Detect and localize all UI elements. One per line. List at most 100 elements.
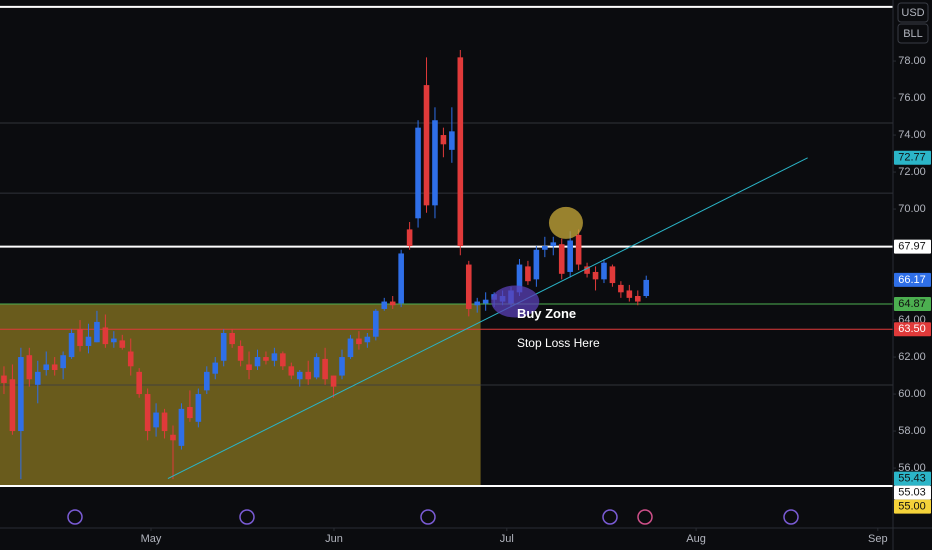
candle-body [558, 244, 565, 274]
x-tick-label: Jun [325, 533, 343, 545]
candle-body [339, 357, 345, 376]
candle-body [296, 371, 303, 380]
price-badge-label: 64.87 [898, 298, 926, 310]
y-tick-label: 70.00 [898, 203, 926, 215]
price-badge-label: 67.97 [898, 241, 926, 253]
candle-body [457, 57, 464, 247]
buy-zone [0, 303, 481, 487]
candle-body [347, 338, 354, 358]
y-tick-label: 60.00 [898, 388, 926, 400]
candle-body [127, 351, 134, 367]
candle-body [60, 355, 66, 369]
candle-body [203, 371, 210, 391]
event-icons [67, 509, 799, 525]
y-tick-label: 78.00 [898, 55, 926, 67]
candle-body [533, 249, 540, 280]
annotation: Stop Loss Here [517, 336, 600, 350]
candle-body [482, 299, 489, 304]
price-badge [894, 485, 931, 500]
candle-body [423, 85, 430, 206]
candle-body [18, 357, 24, 432]
candle-body [389, 301, 396, 306]
candle-body [542, 246, 548, 250]
candle-body [516, 264, 523, 293]
candle-body [111, 338, 117, 343]
candle-body [618, 284, 624, 293]
plot-area: Buy Zone Stop Loss Here [0, 5, 893, 488]
candle-body [643, 279, 650, 297]
event-icon[interactable] [67, 509, 83, 525]
candle-body [153, 412, 159, 428]
y-tick-label: 72.00 [898, 166, 926, 178]
candle-body [305, 371, 312, 380]
candle-body [474, 301, 481, 306]
candle-body [136, 371, 142, 395]
x-tick-label: Sep [868, 533, 888, 545]
event-icon[interactable] [602, 509, 618, 525]
y-tick-label: 74.00 [898, 129, 926, 141]
price-badge [894, 150, 931, 165]
candle-body [381, 301, 388, 309]
candle-body [77, 329, 83, 346]
event-icon[interactable] [420, 509, 436, 525]
event-icon[interactable] [239, 509, 255, 525]
trendline [167, 157, 808, 480]
price-badge [894, 272, 931, 287]
price-badge [894, 471, 931, 486]
candle-body [9, 379, 16, 432]
candle-body [634, 296, 641, 302]
event-icon[interactable] [637, 509, 653, 525]
candle-body [550, 242, 557, 247]
price-badge [894, 296, 931, 311]
candle-body [440, 135, 447, 145]
candle-body [1, 375, 7, 383]
candle-body [263, 357, 269, 361]
price-badge-label: 63.50 [898, 323, 926, 335]
candle-body [592, 271, 599, 280]
highlight-circle [548, 206, 583, 239]
candle-body [280, 353, 286, 367]
price-badge-label: 55.03 [898, 487, 926, 499]
candle-body [51, 364, 58, 371]
candle-body [364, 336, 371, 343]
candle-body [34, 371, 41, 385]
candle-body [246, 364, 252, 371]
y-tick-label: 58.00 [898, 425, 926, 437]
price-badge-label: 55.00 [898, 501, 926, 513]
candle-body [313, 357, 320, 378]
candle-body [601, 262, 607, 280]
y-tick-label: 62.00 [898, 351, 926, 363]
price-badge [894, 499, 931, 514]
candle-body [85, 336, 92, 346]
event-icon[interactable] [783, 509, 799, 525]
currency-badge[interactable] [897, 2, 929, 23]
x-tick-label: May [141, 533, 162, 545]
candle-body [330, 375, 337, 387]
currency[interactable]: USD [901, 7, 924, 19]
price-badge-label: 66.17 [898, 274, 926, 286]
symbol-badge[interactable] [897, 23, 929, 44]
candle-body [254, 357, 261, 367]
candle-body [432, 120, 438, 206]
candle-body [212, 362, 219, 374]
candle-body [229, 333, 235, 345]
candle-body [144, 394, 151, 432]
candle-body [26, 355, 33, 380]
candle-body [575, 234, 582, 265]
candle-body [43, 364, 50, 371]
candle-body [288, 366, 295, 376]
candle-body [525, 266, 531, 282]
candle-body [415, 127, 421, 219]
candle-body [220, 333, 227, 361]
candle-body [626, 290, 633, 298]
candle-body [373, 310, 379, 337]
symbol[interactable]: BLL [903, 28, 923, 40]
price-badge-label: 55.43 [898, 473, 926, 485]
candle-body [161, 412, 168, 432]
candle-body [398, 253, 404, 304]
y-tick-label: 76.00 [898, 92, 926, 104]
annotation: Buy Zone [517, 306, 576, 321]
candle-body [322, 358, 328, 380]
candle-body [119, 340, 126, 348]
candle-body [68, 333, 75, 358]
